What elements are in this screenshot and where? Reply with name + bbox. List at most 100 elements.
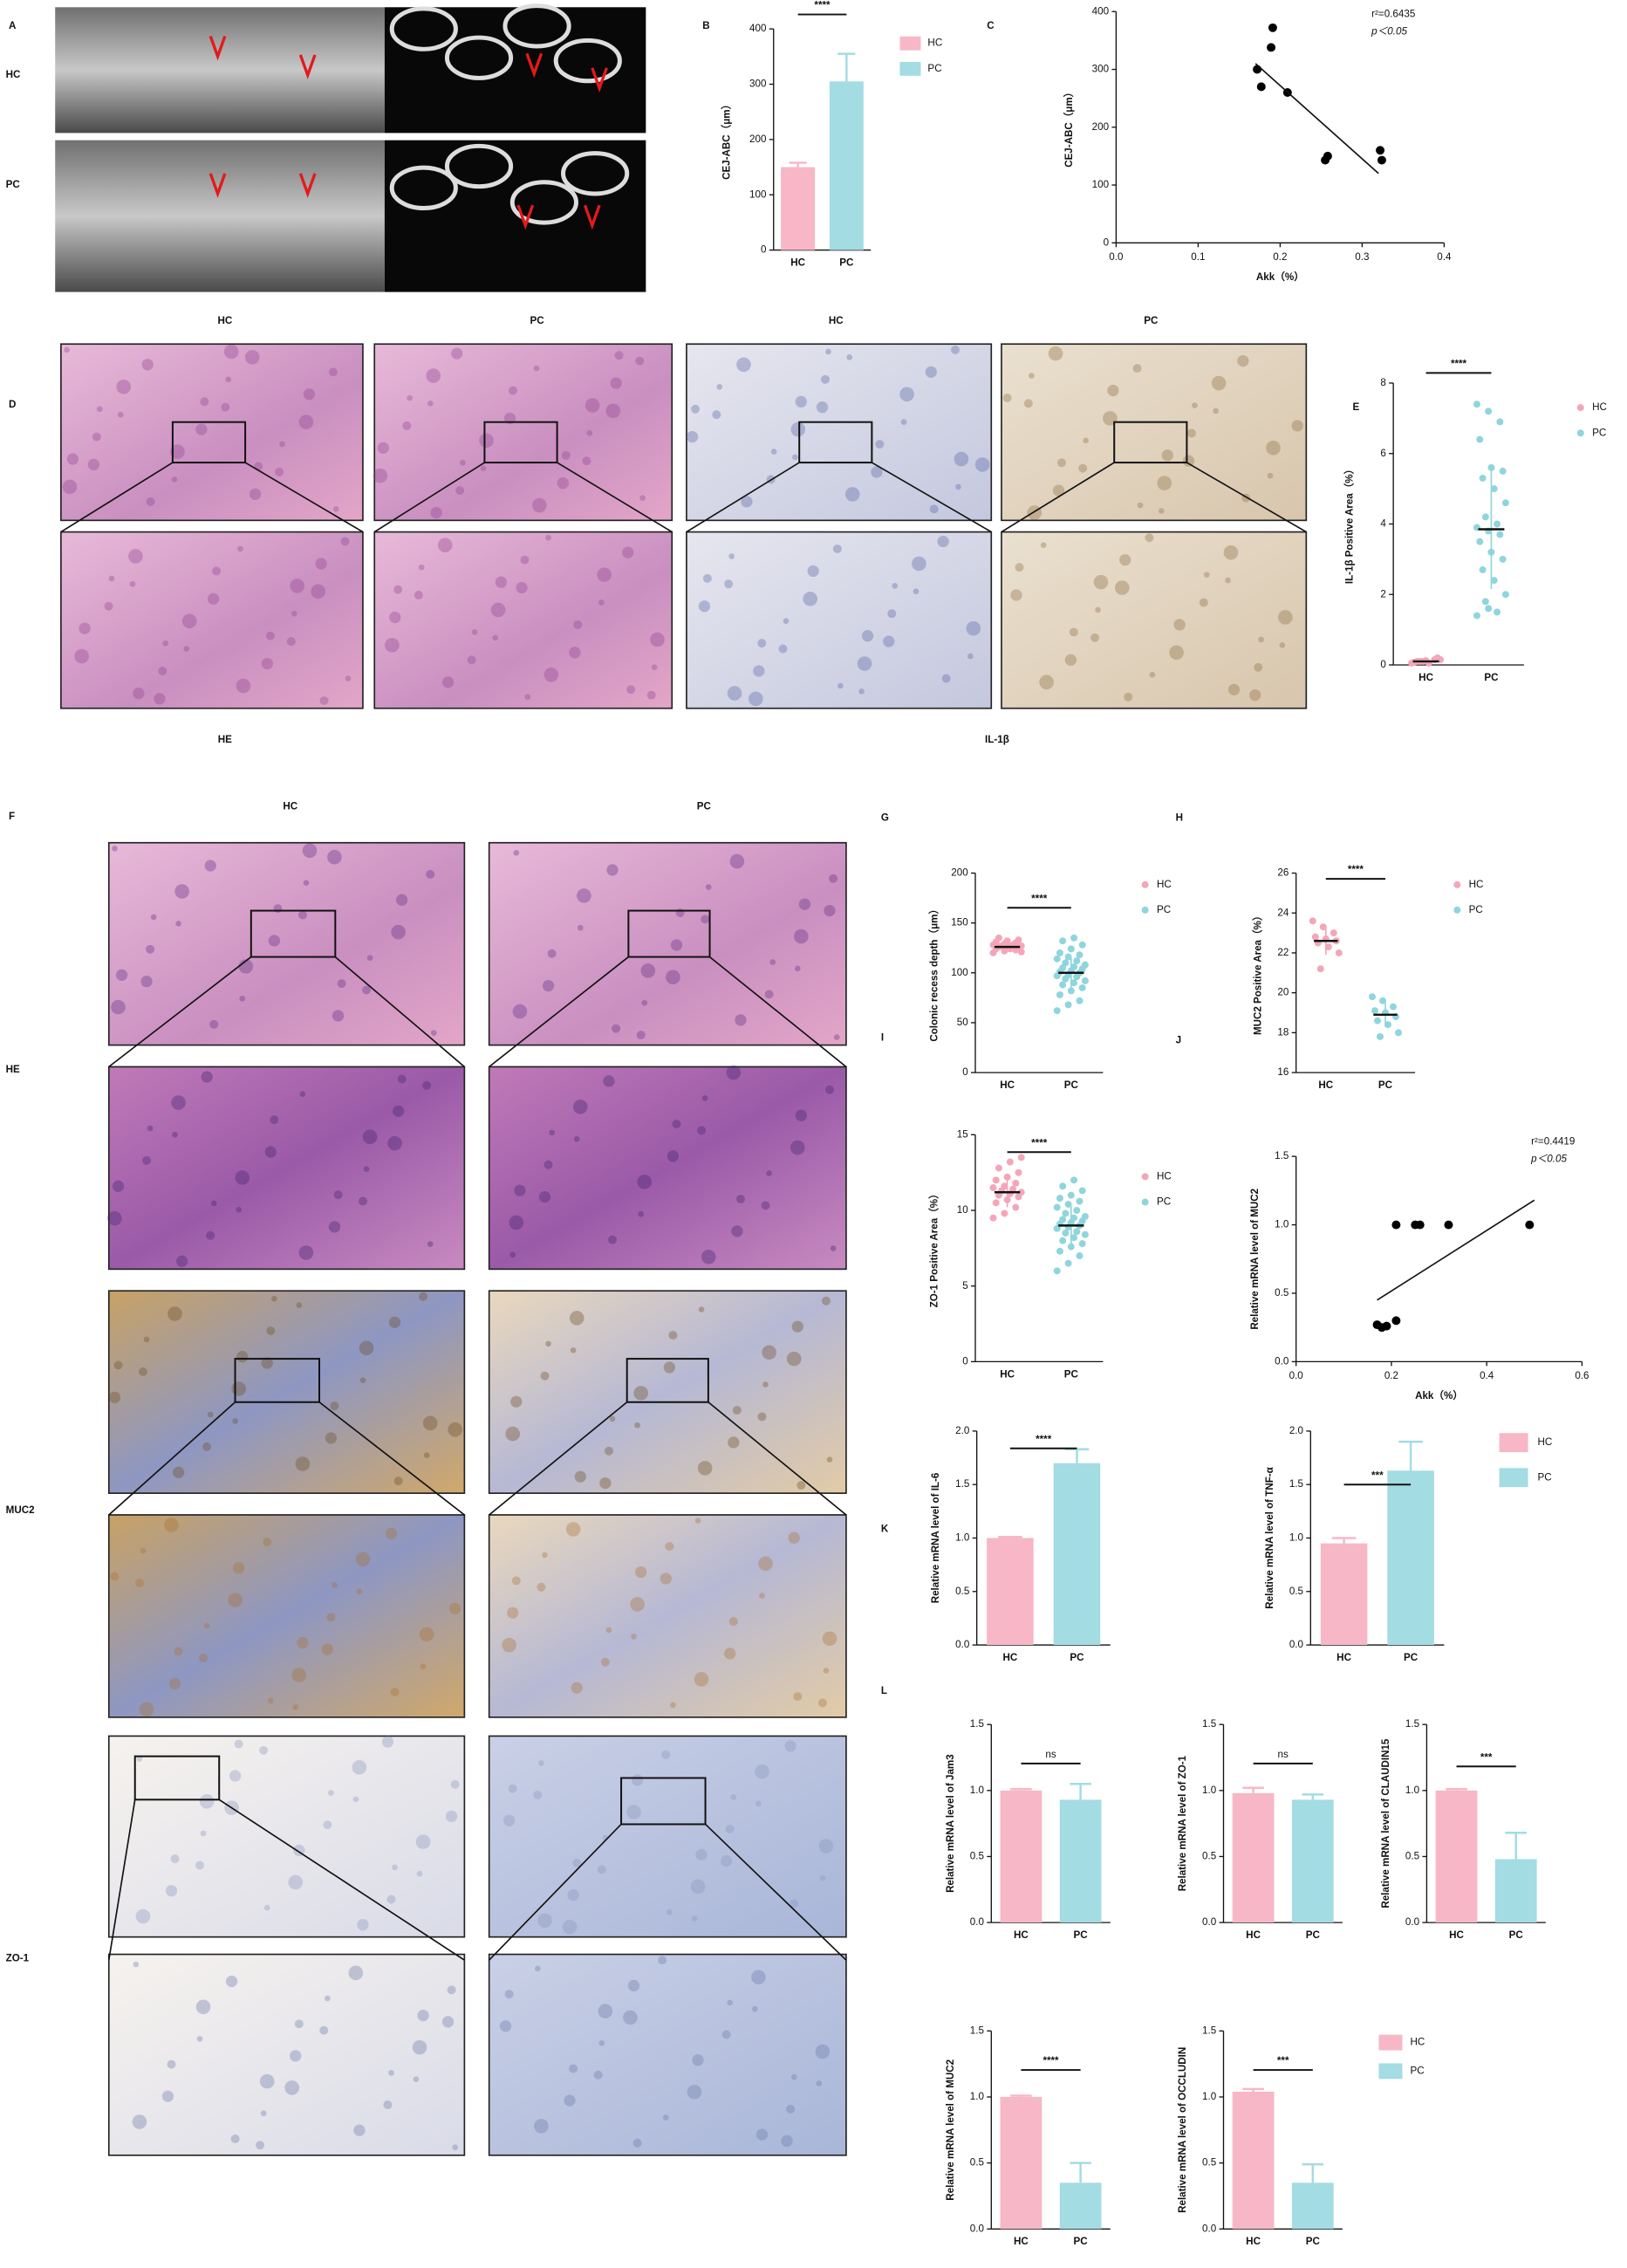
x-tick-label: HC — [1246, 1929, 1261, 1941]
tissue-detail — [321, 1643, 333, 1655]
tissue-detail — [573, 1135, 580, 1142]
tissue-detail — [265, 631, 275, 641]
tissue-detail — [672, 1120, 681, 1129]
legend-swatch — [1141, 1173, 1149, 1181]
tissue-detail — [196, 2036, 203, 2042]
tissue-detail — [279, 441, 285, 448]
tissue-detail — [572, 1100, 588, 1114]
tissue-detail — [762, 1345, 776, 1360]
tissue-detail — [586, 430, 593, 436]
tissue-detail — [445, 1810, 458, 1823]
data-point — [1081, 1212, 1089, 1220]
tissue-detail — [499, 2020, 512, 2032]
tissue-detail — [698, 600, 711, 613]
y-tick-label: 0.0 — [1289, 1639, 1303, 1650]
tissue-detail — [1266, 441, 1281, 456]
y-tick-label: 1.0 — [955, 1532, 969, 1544]
y-tick-label: 2.0 — [1289, 1425, 1303, 1436]
tissue-detail — [729, 853, 745, 869]
tissue-detail — [627, 1979, 640, 1992]
tissue-detail — [348, 1965, 364, 1981]
tissue-detail — [573, 620, 583, 629]
y-tick-label: 24 — [1277, 907, 1289, 918]
annotation: p＜0.05 — [1371, 26, 1407, 38]
tissue-detail — [1145, 533, 1154, 543]
y-axis-label: ZO-1 Positive Area（%） — [927, 1189, 940, 1307]
panel-letter: I — [881, 1031, 884, 1043]
y-tick-label: 200 — [1092, 121, 1109, 133]
tissue-detail — [793, 1692, 803, 1702]
tissue-detail — [824, 904, 836, 917]
tissue-detail — [899, 387, 914, 402]
tissue-detail — [66, 453, 79, 465]
tissue-detail — [564, 2094, 576, 2107]
data-point — [1479, 475, 1487, 482]
tissue-detail — [328, 367, 338, 377]
tissue-detail — [261, 657, 274, 670]
tissue-detail — [427, 1241, 434, 1247]
y-axis-label: Relative mRNA level of Jam3 — [945, 1754, 956, 1893]
tissue-detail — [1078, 463, 1088, 473]
tissue-detail — [701, 1095, 708, 1101]
tissue-detail — [337, 979, 346, 989]
tissue-detail — [135, 1908, 151, 1924]
tissue-detail — [635, 1566, 647, 1579]
legend-label: HC — [1469, 879, 1484, 890]
tissue-detail — [238, 959, 254, 974]
tissue-detail — [110, 1572, 120, 1581]
tissue-detail — [686, 430, 699, 443]
y-tick-label: 0.5 — [1289, 1586, 1303, 1597]
tissue-detail — [232, 1418, 238, 1424]
x-tick-label: HC — [1000, 1079, 1015, 1091]
tissue-detail — [296, 1302, 303, 1308]
tissue-detail — [1064, 654, 1077, 666]
data-point — [1473, 612, 1480, 620]
tissue-detail — [170, 1854, 180, 1864]
tissue-detail — [687, 2085, 702, 2100]
data-point — [1070, 963, 1078, 970]
data-point — [1390, 1003, 1397, 1011]
legend-label: PC — [1592, 427, 1606, 438]
tissue-detail — [392, 1864, 398, 1871]
tissue-detail — [818, 1839, 834, 1853]
tissue-detail — [547, 949, 557, 958]
scatter-point — [1256, 82, 1266, 92]
tissue-detail — [225, 1975, 238, 1988]
tissue-detail — [690, 1879, 706, 1895]
x-tick-label: HC — [1336, 1652, 1351, 1663]
data-point — [1003, 1173, 1011, 1181]
y-tick-label: 200 — [749, 134, 766, 145]
cej-marker — [516, 204, 535, 230]
tissue-detail — [504, 1990, 514, 1999]
scatter-point — [1525, 1220, 1535, 1230]
tissue-detail — [925, 366, 937, 378]
tissue-detail — [161, 2090, 174, 2102]
y-axis-label: IL-1β Positive Area（%） — [1343, 464, 1355, 584]
tissue-detail — [955, 483, 961, 490]
row-label: MUC2 — [6, 1504, 35, 1516]
tissue-detail — [929, 504, 939, 514]
tissue-detail — [235, 1170, 250, 1185]
tissue-detail — [236, 678, 251, 694]
tissue-detail — [725, 1825, 735, 1833]
tissue-detail — [605, 1627, 612, 1634]
tissue-detail — [821, 1296, 831, 1305]
data-point — [1485, 605, 1493, 613]
tissue-detail — [345, 675, 352, 682]
legend-swatch — [1141, 906, 1149, 914]
x-tick-label: PC — [1306, 1929, 1321, 1941]
tissue-detail — [133, 1961, 140, 1968]
tissue-detail — [298, 415, 314, 429]
bar — [1000, 2096, 1043, 2230]
tissue-detail — [633, 1386, 649, 1401]
tissue-detail — [143, 1336, 150, 1343]
data-point — [1368, 993, 1376, 1001]
tissue-detail — [755, 2128, 769, 2141]
tissue-detail — [784, 1740, 796, 1752]
data-point — [1056, 990, 1063, 998]
tissue-detail — [270, 1115, 279, 1125]
tissue-detail — [332, 1581, 338, 1588]
data-point — [1017, 1154, 1025, 1161]
tissue-detail — [630, 1597, 645, 1612]
zoom-box — [133, 1755, 221, 1801]
